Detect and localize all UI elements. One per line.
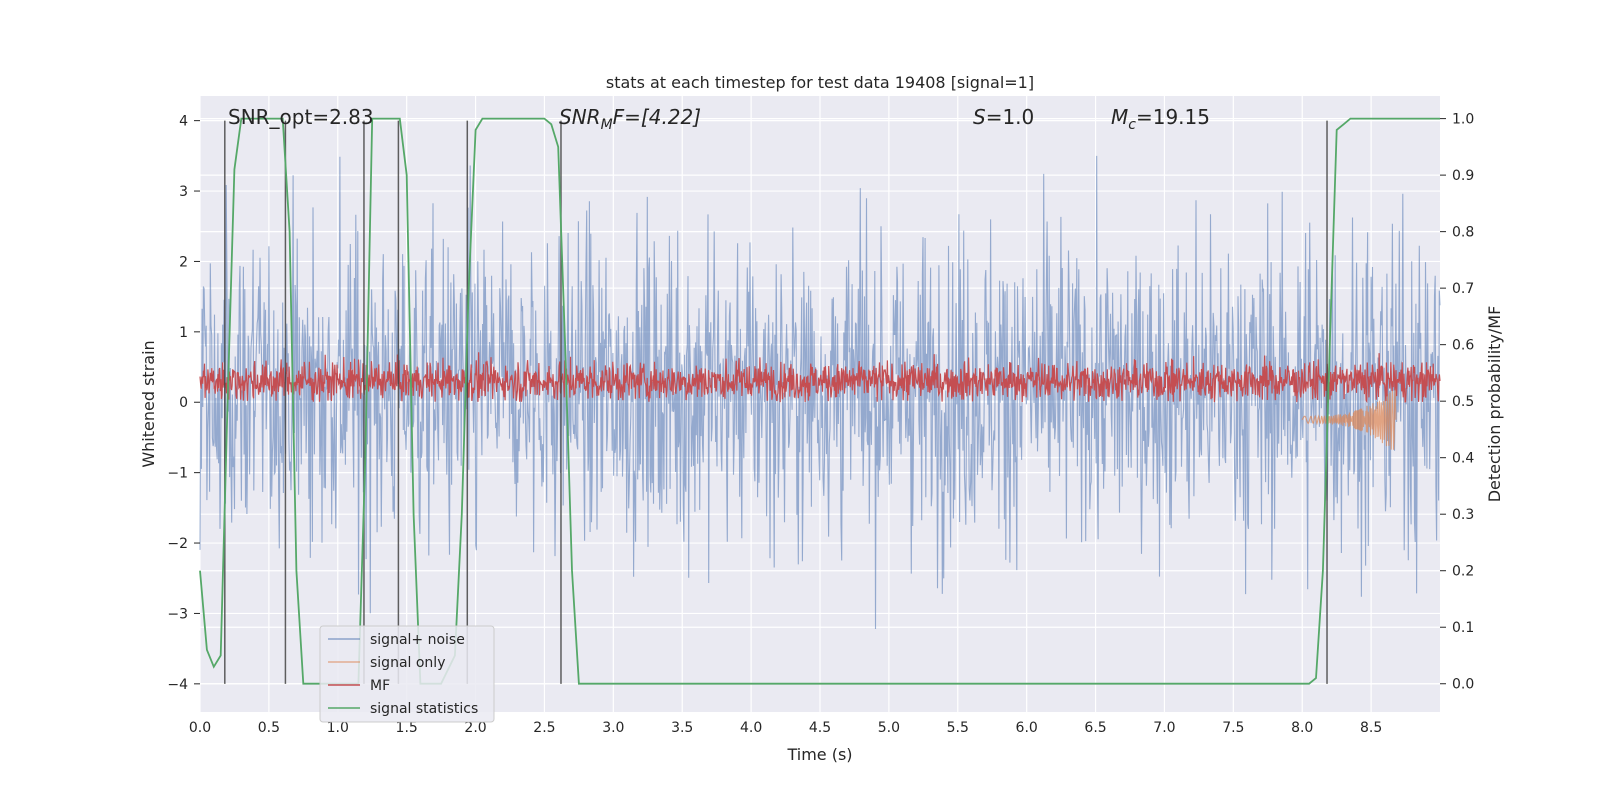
line-signal-only xyxy=(1301,387,1397,450)
annotation-mc-value: =19.15 xyxy=(1136,105,1210,129)
x-axis-label: Time (s) xyxy=(786,745,852,764)
annotation-snr-mf-base: SNR xyxy=(559,105,601,129)
y2-tick-label: 1.0 xyxy=(1452,112,1474,128)
y-tick-label: 3 xyxy=(179,184,188,200)
x-tick-label: 2.0 xyxy=(464,720,486,736)
x-tick-label: 0.0 xyxy=(189,720,211,736)
annotation-snr-mf-sub: M xyxy=(601,117,613,133)
y-axis-ticks: −4 −3 −2 −1 0 1 2 3 4 xyxy=(167,114,200,693)
annotation-s: S=1.0 xyxy=(973,105,1034,129)
line-mf xyxy=(199,352,1441,404)
y2-tick-label: 0.8 xyxy=(1452,225,1474,241)
y-axis-label: Whitened strain xyxy=(139,340,158,467)
chart-title: stats at each timestep for test data 194… xyxy=(606,73,1034,92)
y2-tick-label: 0.0 xyxy=(1452,677,1474,693)
y-tick-label: 1 xyxy=(179,325,188,341)
series-signal-noise xyxy=(199,155,1441,630)
y2-tick-label: 0.6 xyxy=(1452,338,1474,354)
x-tick-label: 6.5 xyxy=(1084,720,1106,736)
y2-axis-label: Detection probability/MF xyxy=(1485,306,1504,503)
x-tick-label: 6.0 xyxy=(1016,720,1038,736)
x-tick-label: 1.5 xyxy=(396,720,418,736)
x-tick-label: 8.0 xyxy=(1291,720,1313,736)
x-tick-label: 3.0 xyxy=(602,720,624,736)
x-tick-label: 4.0 xyxy=(740,720,762,736)
x-tick-label: 4.5 xyxy=(809,720,831,736)
series-mf xyxy=(199,352,1441,404)
y2-tick-label: 0.9 xyxy=(1452,168,1474,184)
annotation-s-value: =1.0 xyxy=(986,105,1035,129)
annotation-mc-var: M xyxy=(1111,105,1128,129)
y-tick-label: −2 xyxy=(167,536,188,552)
y2-tick-label: 0.3 xyxy=(1452,507,1474,523)
y2-tick-label: 0.7 xyxy=(1452,281,1474,297)
y-tick-label: −1 xyxy=(167,466,188,482)
x-tick-label: 8.5 xyxy=(1360,720,1382,736)
legend-label-signal-noise: signal+ noise xyxy=(370,632,465,648)
annotation-mc-sub: c xyxy=(1128,117,1136,133)
y2-axis-ticks: 0.0 0.1 0.2 0.3 0.4 0.5 0.6 0.7 0.8 0.9 1.0 xyxy=(1440,112,1474,693)
x-tick-label: 1.0 xyxy=(327,720,349,736)
annotation-s-var: S xyxy=(973,105,986,129)
legend-label-signal-statistics: signal statistics xyxy=(370,701,478,717)
legend-box xyxy=(319,625,495,723)
annotation-snr-mf-value: F=[4.22] xyxy=(613,105,701,129)
series-signal-only xyxy=(1301,387,1397,450)
x-tick-label: 7.5 xyxy=(1222,720,1244,736)
y-tick-label: 4 xyxy=(179,114,188,130)
x-tick-label: 0.5 xyxy=(258,720,280,736)
y2-tick-label: 0.2 xyxy=(1452,564,1474,580)
y-tick-label: 2 xyxy=(179,254,188,270)
annotation-snr-mf: SNRMF=[4.22] xyxy=(559,105,701,133)
x-tick-label: 5.0 xyxy=(878,720,900,736)
legend-label-signal-only: signal only xyxy=(370,655,445,671)
line-signal-noise xyxy=(199,155,1441,630)
vertical-markers xyxy=(224,120,1328,684)
y2-tick-label: 0.5 xyxy=(1452,394,1474,410)
x-tick-label: 2.5 xyxy=(533,720,555,736)
x-tick-label: 7.0 xyxy=(1153,720,1175,736)
annotation-mc: Mc=19.15 xyxy=(1111,105,1210,133)
y-tick-label: −3 xyxy=(167,606,188,622)
y-tick-label: 0 xyxy=(179,395,188,411)
legend-label-mf: MF xyxy=(370,678,390,694)
y-tick-label: −4 xyxy=(167,677,188,693)
y2-tick-label: 0.1 xyxy=(1452,620,1474,636)
y2-tick-label: 0.4 xyxy=(1452,451,1474,467)
x-tick-label: 5.5 xyxy=(947,720,969,736)
x-tick-label: 3.5 xyxy=(671,720,693,736)
legend: signal+ noise signal only MF signal stat… xyxy=(319,625,495,723)
x-axis-ticks: 0.0 0.5 1.0 1.5 2.0 2.5 3.0 3.5 4.0 4.5 5.0 5.5 6.0 6… xyxy=(189,720,1382,736)
annotation-snr-opt: SNR_opt=2.83 xyxy=(228,105,374,129)
